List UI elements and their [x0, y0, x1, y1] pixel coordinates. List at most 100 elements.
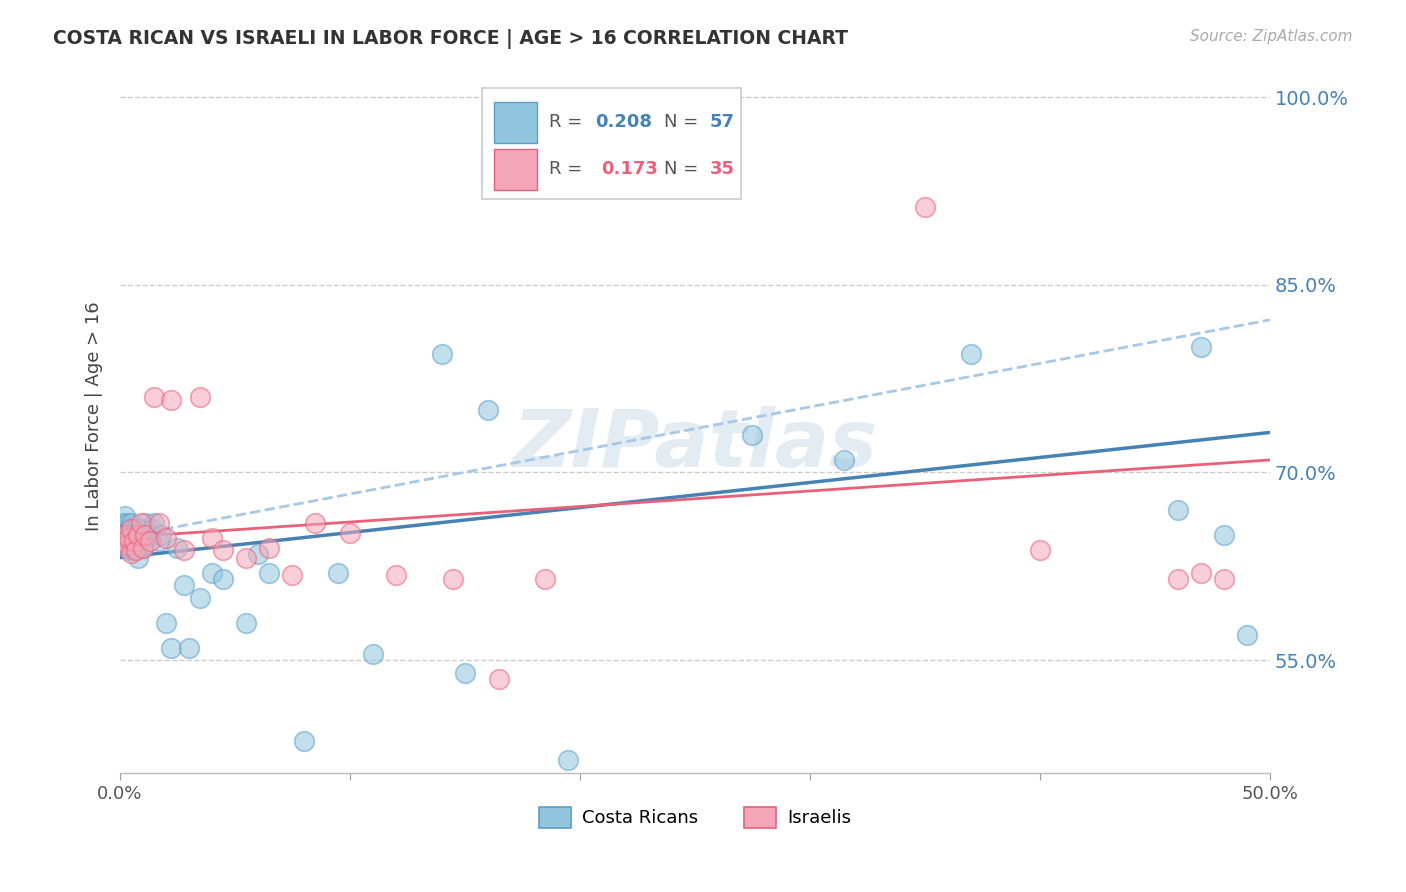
Point: [141, 522, 163, 536]
Point: [173, 543, 195, 558]
Point: [132, 541, 155, 555]
Point: [122, 534, 145, 549]
Point: [121, 545, 143, 559]
Point: [190, 591, 212, 605]
Point: [212, 572, 235, 586]
Point: [385, 568, 408, 582]
Point: [212, 543, 235, 558]
Point: [201, 566, 224, 580]
Point: [235, 550, 257, 565]
Y-axis label: In Labor Force | Age > 16: In Labor Force | Age > 16: [86, 301, 103, 531]
Point: [111, 516, 134, 530]
Point: [118, 531, 141, 545]
Point: [259, 541, 281, 555]
Point: [173, 578, 195, 592]
Text: R =: R =: [548, 113, 588, 131]
Text: 35: 35: [710, 161, 735, 178]
Point: [557, 753, 579, 767]
Point: [281, 568, 304, 582]
Point: [111, 534, 134, 549]
Point: [114, 528, 136, 542]
Point: [148, 516, 170, 530]
Point: [143, 516, 166, 530]
Text: R =: R =: [548, 161, 593, 178]
Point: [129, 531, 152, 545]
Legend: Costa Ricans, Israelis: Costa Ricans, Israelis: [531, 800, 858, 835]
Point: [115, 541, 138, 555]
Point: [134, 528, 156, 542]
Point: [129, 522, 152, 536]
Text: N =: N =: [664, 161, 704, 178]
Point: [246, 547, 269, 561]
Point: [122, 534, 145, 549]
Point: [159, 640, 181, 655]
Point: [304, 516, 326, 530]
Point: [159, 392, 181, 407]
Point: [1189, 340, 1212, 354]
Point: [1236, 628, 1258, 642]
Point: [190, 391, 212, 405]
Point: [488, 672, 510, 686]
Point: [454, 665, 477, 680]
Point: [121, 538, 143, 552]
Point: [430, 346, 453, 360]
Point: [127, 528, 149, 542]
Point: [125, 528, 148, 542]
FancyBboxPatch shape: [482, 88, 741, 199]
Point: [148, 534, 170, 549]
Point: [1167, 572, 1189, 586]
Point: [115, 516, 138, 530]
Point: [960, 346, 983, 360]
Text: ZIPatlas: ZIPatlas: [512, 406, 877, 483]
Point: [114, 531, 136, 545]
Point: [129, 516, 152, 530]
Point: [155, 531, 177, 545]
Point: [118, 522, 141, 536]
Point: [122, 543, 145, 558]
Point: [166, 541, 188, 555]
Point: [143, 391, 166, 405]
Point: [1167, 503, 1189, 517]
Text: N =: N =: [664, 113, 704, 131]
Point: [328, 566, 350, 580]
Point: [122, 525, 145, 540]
Text: 0.208: 0.208: [595, 113, 652, 131]
Point: [1213, 528, 1236, 542]
Point: [132, 541, 155, 555]
Point: [834, 453, 856, 467]
Point: [121, 516, 143, 530]
Point: [155, 615, 177, 630]
Point: [121, 522, 143, 536]
Point: [115, 538, 138, 552]
Point: [118, 543, 141, 558]
Point: [139, 534, 162, 549]
Point: [741, 428, 763, 442]
Point: [125, 543, 148, 558]
Point: [115, 525, 138, 540]
Point: [134, 516, 156, 530]
Point: [201, 531, 224, 545]
Point: [177, 640, 200, 655]
Point: [127, 550, 149, 565]
Point: [127, 534, 149, 549]
Point: [339, 525, 361, 540]
Point: [136, 531, 159, 545]
Point: [121, 528, 143, 542]
Point: [259, 566, 281, 580]
Point: [150, 528, 173, 542]
Point: [1213, 572, 1236, 586]
Point: [534, 572, 557, 586]
Point: [132, 528, 155, 542]
FancyBboxPatch shape: [494, 149, 537, 190]
Point: [114, 518, 136, 533]
Point: [477, 403, 499, 417]
Point: [139, 528, 162, 542]
FancyBboxPatch shape: [494, 102, 537, 143]
Point: [125, 522, 148, 536]
Point: [114, 509, 136, 524]
Point: [361, 647, 384, 661]
Point: [914, 200, 936, 214]
Point: [443, 572, 465, 586]
Text: 0.173: 0.173: [600, 161, 658, 178]
Point: [118, 534, 141, 549]
